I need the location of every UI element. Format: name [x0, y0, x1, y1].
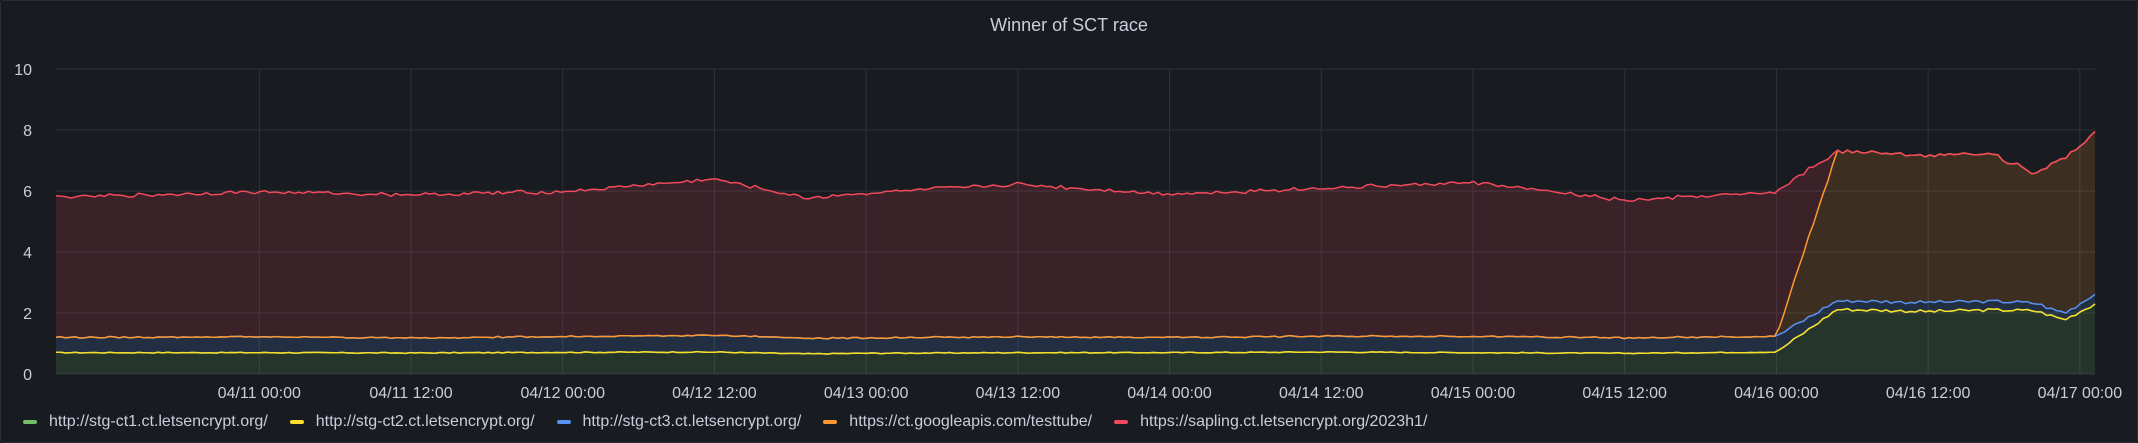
- x-tick-label: 04/13 00:00: [824, 385, 909, 402]
- y-tick-label: 4: [23, 245, 32, 262]
- x-tick-label: 04/12 00:00: [520, 385, 605, 402]
- series-area: [56, 294, 2095, 355]
- legend-item-sapling[interactable]: https://sapling.ct.letsencrypt.org/2023h…: [1114, 413, 1427, 431]
- legend-item-stg-ct1[interactable]: http://stg-ct1.ct.letsencrypt.org/: [23, 413, 268, 431]
- series-line[interactable]: [55, 131, 2096, 340]
- x-tick-label: 04/11 00:00: [218, 385, 301, 402]
- y-tick-label: 0: [23, 367, 32, 384]
- panel-title[interactable]: Winner of SCT race: [990, 15, 1148, 35]
- x-tick-label: 04/16 12:00: [1886, 385, 1971, 402]
- legend-swatch: [1114, 420, 1129, 424]
- legend-swatch: [23, 420, 37, 424]
- x-tick-label: 04/14 00:00: [1127, 385, 1212, 402]
- legend-item-stg-ct2[interactable]: http://stg-ct2.ct.letsencrypt.org/: [289, 413, 535, 431]
- x-tick-label: 04/16 00:00: [1734, 385, 1819, 402]
- legend-label: https://sapling.ct.letsencrypt.org/2023h…: [1140, 413, 1428, 430]
- x-tick-label: 04/15 12:00: [1582, 385, 1667, 402]
- series-line[interactable]: [56, 303, 2096, 355]
- legend-item-stg-ct3[interactable]: http://stg-ct3.ct.letsencrypt.org/: [556, 413, 802, 431]
- y-tick-label: 8: [23, 123, 32, 140]
- legend-label: http://stg-ct3.ct.letsencrypt.org/: [582, 413, 802, 430]
- legend-item-testtube[interactable]: https://ct.googleapis.com/testtube/: [823, 413, 1092, 431]
- x-tick-label: 04/11 12:00: [369, 385, 452, 402]
- legend-swatch: [289, 420, 304, 424]
- legend-label: https://ct.googleapis.com/testtube/: [849, 413, 1093, 430]
- legend: http://stg-ct1.ct.letsencrypt.org/ http:…: [23, 413, 1449, 431]
- x-tick-label: 04/17 00:00: [2038, 385, 2123, 402]
- legend-swatch: [823, 420, 838, 424]
- series-line[interactable]: [55, 131, 2096, 202]
- x-tick-label: 04/13 12:00: [976, 385, 1061, 402]
- legend-swatch: [556, 420, 571, 424]
- y-tick-label: 10: [14, 62, 32, 79]
- legend-label: http://stg-ct1.ct.letsencrypt.org/: [49, 413, 268, 430]
- series-area: [56, 131, 2095, 339]
- x-tick-label: 04/15 00:00: [1431, 385, 1516, 402]
- legend-label: http://stg-ct2.ct.letsencrypt.org/: [315, 413, 535, 430]
- series-area: [56, 303, 2095, 374]
- x-tick-label: 04/14 12:00: [1279, 385, 1364, 402]
- y-tick-label: 6: [23, 184, 32, 201]
- y-tick-label: 2: [23, 306, 32, 323]
- x-tick-label: 04/12 12:00: [672, 385, 757, 402]
